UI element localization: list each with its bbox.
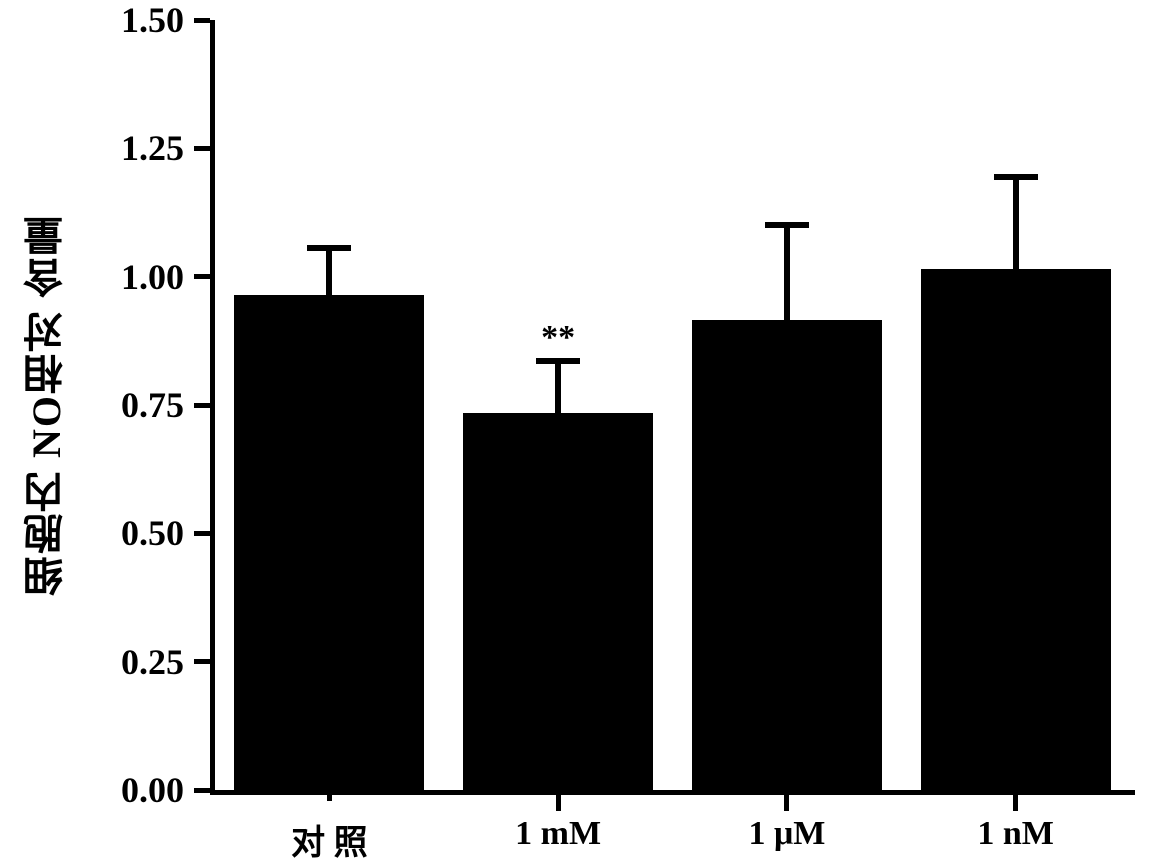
x-axis (210, 790, 1135, 795)
x-tick-label: 1 nM (906, 815, 1126, 853)
y-tick-label: 0.50 (121, 512, 184, 554)
y-tick-label: 0.75 (121, 384, 184, 426)
x-tick-label: 1 μM (677, 815, 897, 853)
bar (463, 413, 653, 790)
x-tick (556, 795, 561, 811)
y-axis (210, 20, 215, 795)
y-tick-label: 0.25 (121, 641, 184, 683)
y-tick (194, 788, 210, 793)
y-tick (194, 531, 210, 536)
y-tick (194, 18, 210, 23)
error-bar (555, 361, 561, 412)
y-tick (194, 146, 210, 151)
bar (692, 320, 882, 790)
error-cap (536, 358, 580, 364)
y-tick (194, 274, 210, 279)
error-cap (765, 222, 809, 228)
no-relative-content-bar-chart: 细胞内 NO相对 含量 0.00 0.25 0.50 0.75 1.00 1.25 1.50… (0, 0, 1152, 852)
x-tick (784, 795, 789, 811)
significance-annotation: ** (498, 319, 618, 357)
x-tick (327, 795, 332, 801)
y-tick (194, 403, 210, 408)
error-bar (326, 248, 332, 294)
x-tick-label: 1 mM (448, 815, 668, 853)
bar (234, 295, 424, 790)
y-axis-title: 细胞内 NO相对 含量 (18, 140, 76, 670)
y-tick (194, 659, 210, 664)
x-tick-label: 对 照 (219, 815, 439, 864)
y-tick-label: 0.00 (121, 769, 184, 811)
error-cap (307, 245, 351, 251)
x-tick (1013, 795, 1018, 811)
y-tick-label: 1.00 (121, 256, 184, 298)
error-bar (784, 225, 790, 320)
y-tick-label: 1.25 (121, 127, 184, 169)
bar (921, 269, 1111, 790)
y-tick-label: 1.50 (121, 0, 184, 41)
error-bar (1013, 177, 1019, 269)
error-cap (994, 174, 1038, 180)
